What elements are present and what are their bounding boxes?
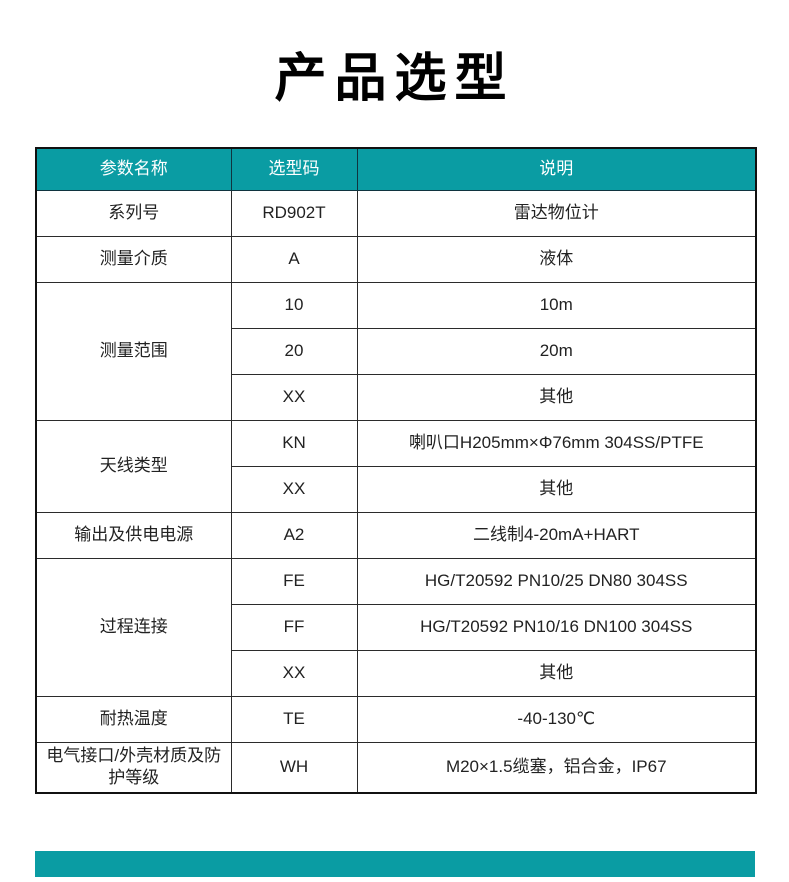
selection-code-cell: TE <box>230 695 358 743</box>
description-cell: 雷达物位计 <box>356 189 757 237</box>
param-name-cell: 天线类型 <box>35 419 232 513</box>
selection-code-cell: XX <box>230 373 358 421</box>
table-row: XX 其他 <box>36 373 757 421</box>
page-title: 产品选型 <box>274 50 515 108</box>
table-row: 输出及供电电源 A2 二线制4-20mA+HART <box>35 511 757 559</box>
description-cell: -40-130℃ <box>356 695 757 743</box>
selection-code-cell: 10 <box>230 281 358 329</box>
param-name-cell: 过程连接 <box>35 557 232 697</box>
table-row: XX 其他 <box>36 649 757 697</box>
description-cell: 液体 <box>356 235 757 283</box>
selection-code-cell: 20 <box>230 327 358 375</box>
description-cell: 其他 <box>356 373 757 421</box>
param-name-cell: 输出及供电电源 <box>35 511 232 559</box>
table-row: 测量范围 10 10m <box>35 281 757 421</box>
param-name-cell: 系列号 <box>35 189 232 237</box>
header-description: 说明 <box>356 147 757 191</box>
table-row: FF HG/T20592 PN10/16 DN100 304SS <box>36 603 757 651</box>
param-name-cell: 耐热温度 <box>35 695 232 743</box>
table-row: 测量介质 A 液体 <box>35 235 757 283</box>
next-section-header-bar <box>35 851 755 877</box>
selection-code-cell: FF <box>230 603 358 651</box>
description-cell: 喇叭口H205mm×Φ76mm 304SS/PTFE <box>356 419 757 467</box>
description-cell: 10m <box>356 281 757 329</box>
param-name-cell: 电气接口/外壳材质及防护等级 <box>35 741 232 794</box>
param-name-cell: 测量介质 <box>35 235 232 283</box>
table-header-row: 参数名称 选型码 说明 <box>35 147 757 191</box>
table-header: 参数名称 选型码 说明 <box>35 147 757 191</box>
table-row: 过程连接 FE HG/T20592 PN10/25 DN80 304SS <box>35 557 757 697</box>
description-cell: 20m <box>356 327 757 375</box>
table-row: 电气接口/外壳材质及防护等级 WH M20×1.5缆塞，铝合金，IP67 <box>35 741 757 794</box>
description-cell: 其他 <box>356 465 757 513</box>
selection-code-cell: A2 <box>230 511 358 559</box>
header-param-name: 参数名称 <box>35 147 232 191</box>
header-selection-code: 选型码 <box>230 147 358 191</box>
description-cell: M20×1.5缆塞，铝合金，IP67 <box>356 741 757 794</box>
description-cell: 二线制4-20mA+HART <box>356 511 757 559</box>
selection-code-cell: KN <box>230 419 358 467</box>
selection-table-body: 系列号 RD902T 雷达物位计 测量介质 A 液体 测量范围 10 10m 20 20m XX 其他天… <box>35 189 757 794</box>
table-row: 20 20m <box>36 327 757 375</box>
selection-code-cell: RD902T <box>230 189 358 237</box>
description-cell: HG/T20592 PN10/16 DN100 304SS <box>356 603 757 651</box>
selection-code-cell: WH <box>230 741 358 794</box>
description-cell: HG/T20592 PN10/25 DN80 304SS <box>356 557 757 605</box>
selection-code-cell: XX <box>230 649 358 697</box>
product-selection-table: 参数名称 选型码 说明 系列号 RD902T 雷达物位计 测量介质 A 液体 测量范围 10 1… <box>35 147 757 795</box>
table-row: XX 其他 <box>36 465 757 513</box>
selection-code-cell: XX <box>230 465 358 513</box>
selection-code-cell: A <box>230 235 358 283</box>
table-row: 天线类型 KN 喇叭口H205mm×Φ76mm 304SS/PTFE <box>35 419 757 513</box>
table-row: 耐热温度 TE -40-130℃ <box>35 695 757 743</box>
table-row: 系列号 RD902T 雷达物位计 <box>35 189 757 237</box>
param-name-cell: 测量范围 <box>35 281 232 421</box>
description-cell: 其他 <box>356 649 757 697</box>
selection-code-cell: FE <box>230 557 358 605</box>
